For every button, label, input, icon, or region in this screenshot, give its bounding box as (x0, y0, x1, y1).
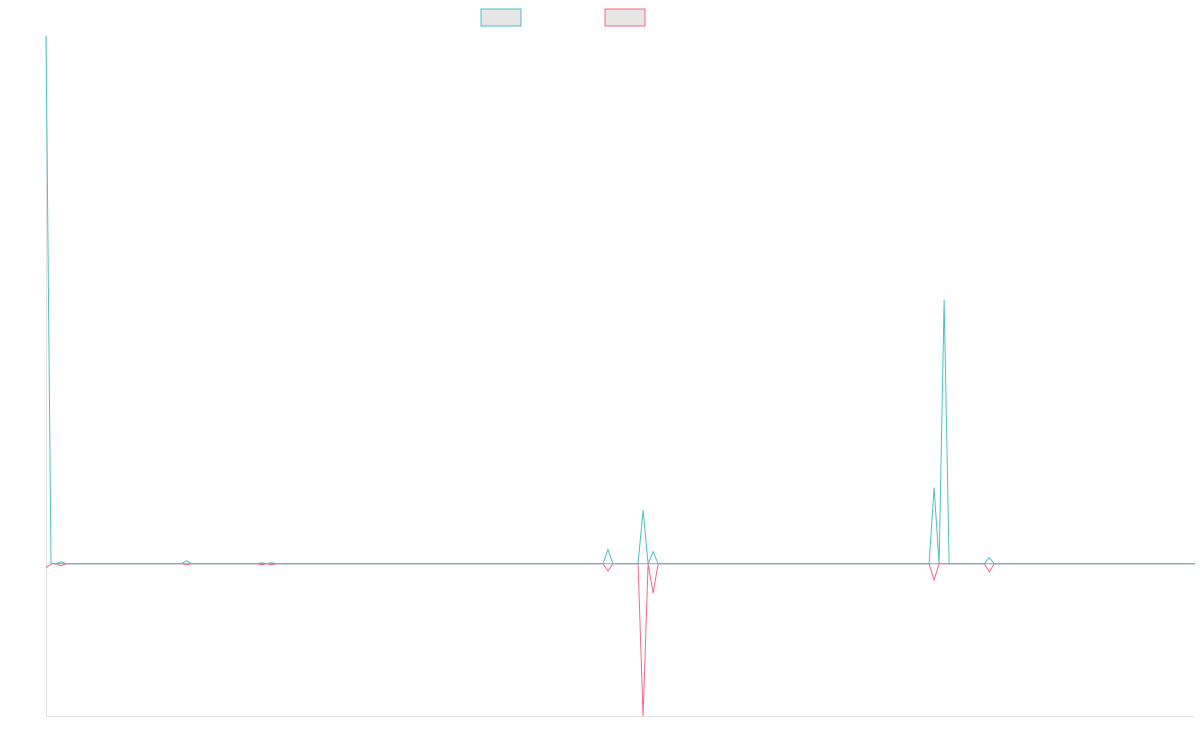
series-1-line (45, 35, 1195, 565)
plot-area (45, 35, 1195, 717)
series-2-line (45, 563, 1195, 717)
legend-swatch-series-2[interactable] (604, 8, 646, 27)
legend-swatch-series-1[interactable] (480, 8, 522, 27)
series-layer (45, 35, 1195, 717)
legend (480, 8, 646, 27)
